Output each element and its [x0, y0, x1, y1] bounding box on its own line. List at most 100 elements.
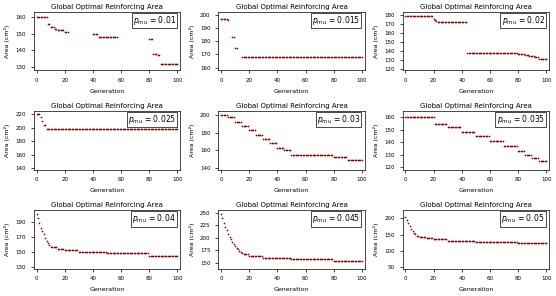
Point: [167, 61, 176, 66]
Point: [474, 133, 483, 138]
Y-axis label: Area (cm²): Area (cm²): [188, 25, 195, 58]
Point: [157, 127, 166, 132]
Point: [125, 127, 134, 132]
Point: [269, 141, 277, 146]
Point: [255, 132, 264, 137]
Point: [75, 127, 83, 132]
Point: [491, 239, 500, 244]
Point: [45, 21, 54, 26]
Point: [414, 233, 423, 238]
Point: [33, 15, 42, 19]
Point: [122, 251, 131, 256]
Point: [75, 250, 83, 254]
Point: [461, 130, 470, 135]
Title: Global Optimal Reinforcing Area: Global Optimal Reinforcing Area: [420, 202, 532, 208]
Point: [289, 55, 297, 59]
Point: [107, 127, 116, 132]
Point: [495, 239, 504, 244]
Point: [287, 257, 296, 262]
Point: [332, 55, 341, 59]
Point: [274, 55, 283, 59]
Point: [167, 253, 176, 258]
Point: [352, 157, 361, 162]
Point: [146, 253, 155, 258]
Point: [91, 127, 100, 132]
Point: [349, 55, 358, 59]
Point: [504, 51, 513, 56]
Point: [419, 234, 428, 239]
Point: [241, 252, 250, 257]
Point: [117, 127, 126, 132]
Point: [94, 250, 103, 254]
Point: [456, 20, 465, 24]
Point: [326, 55, 335, 59]
Point: [98, 250, 107, 254]
Point: [326, 257, 335, 262]
Point: [329, 259, 338, 263]
Point: [304, 257, 313, 262]
Point: [509, 51, 518, 56]
Point: [312, 257, 321, 262]
Point: [232, 119, 241, 124]
Point: [33, 112, 42, 117]
Point: [408, 228, 417, 233]
Point: [415, 14, 424, 19]
Point: [149, 253, 158, 258]
Point: [454, 125, 463, 130]
Point: [286, 255, 295, 260]
Point: [483, 239, 492, 244]
Point: [280, 148, 289, 153]
Point: [527, 54, 535, 58]
Point: [484, 239, 493, 244]
Point: [337, 155, 346, 160]
Point: [97, 35, 106, 39]
Point: [436, 20, 445, 24]
Point: [315, 55, 324, 59]
Point: [304, 152, 313, 157]
Point: [305, 257, 314, 262]
Point: [414, 14, 423, 19]
Point: [464, 238, 473, 243]
Point: [235, 248, 244, 253]
Point: [168, 61, 177, 66]
Point: [507, 144, 515, 148]
Point: [66, 127, 75, 132]
Point: [59, 28, 68, 33]
Point: [173, 61, 182, 66]
Point: [316, 55, 325, 59]
Point: [406, 14, 415, 19]
Point: [456, 125, 465, 130]
Point: [241, 55, 250, 59]
Point: [283, 148, 292, 153]
Point: [509, 144, 518, 148]
Point: [252, 132, 261, 137]
Title: Global Optimal Reinforcing Area: Global Optimal Reinforcing Area: [51, 4, 163, 10]
Point: [131, 251, 140, 256]
Point: [483, 133, 492, 138]
Point: [358, 259, 366, 263]
Point: [525, 152, 534, 157]
Point: [499, 239, 508, 244]
Point: [300, 55, 309, 59]
Point: [411, 14, 420, 19]
Point: [231, 45, 240, 50]
Point: [37, 15, 46, 19]
Point: [490, 139, 499, 143]
Point: [353, 157, 362, 162]
Point: [418, 115, 427, 120]
Point: [166, 127, 175, 132]
Point: [458, 238, 466, 243]
Point: [498, 51, 507, 56]
Point: [308, 257, 317, 262]
Point: [411, 232, 420, 237]
Point: [62, 30, 71, 34]
Point: [225, 234, 234, 239]
Point: [106, 127, 115, 132]
Point: [136, 127, 145, 132]
Point: [332, 155, 341, 160]
Point: [528, 54, 537, 58]
Point: [246, 128, 255, 133]
Point: [130, 127, 138, 132]
Point: [271, 141, 280, 146]
Point: [67, 127, 76, 132]
